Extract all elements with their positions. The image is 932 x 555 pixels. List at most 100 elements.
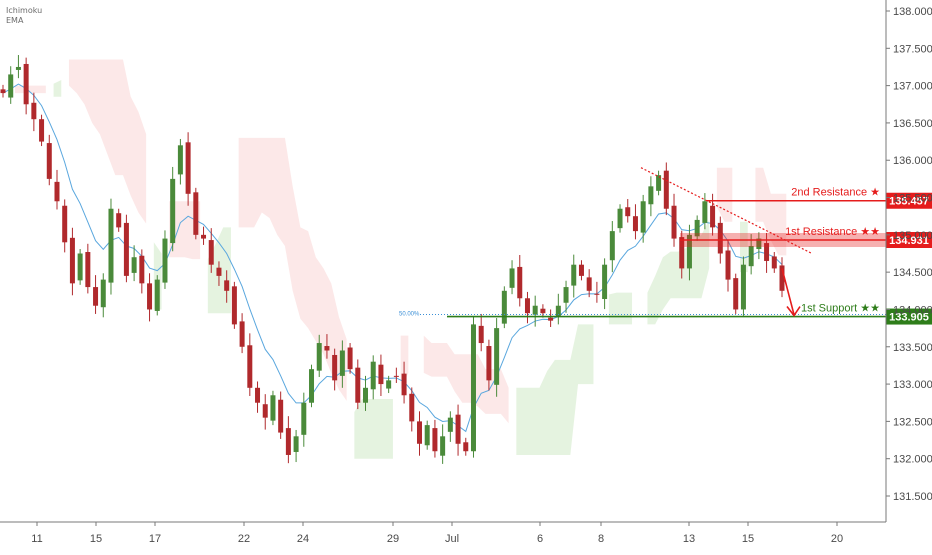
y-tick-label: 136.000 <box>893 155 932 167</box>
cloud-bearish <box>68 59 147 224</box>
x-tick-label: 11 <box>31 533 42 545</box>
x-tick-label: 8 <box>598 533 604 545</box>
candle <box>617 204 623 233</box>
candle <box>54 169 60 210</box>
candle-body <box>717 222 723 254</box>
candle-body <box>378 364 384 385</box>
candle-body <box>69 237 75 284</box>
candle-body <box>578 264 584 276</box>
candle <box>23 57 29 115</box>
y-tick-label: 132.500 <box>893 416 932 428</box>
cloud-bearish <box>169 201 201 260</box>
candle <box>548 309 554 327</box>
candle <box>748 234 754 275</box>
candle <box>424 420 430 450</box>
candle <box>378 354 384 397</box>
cloud-bullish <box>516 324 594 455</box>
x-tick-label: 15 <box>90 533 102 545</box>
candle <box>216 261 222 286</box>
candle-body <box>332 354 338 381</box>
candle <box>285 416 291 464</box>
y-tick-label: 137.500 <box>893 43 932 55</box>
candle-body <box>501 290 507 324</box>
candle-body <box>540 308 546 314</box>
candle-body <box>154 279 160 311</box>
candle <box>278 391 284 439</box>
candle-body <box>710 205 716 228</box>
candle <box>31 92 37 132</box>
candle-body <box>594 293 600 295</box>
candle <box>517 254 523 307</box>
level-label-2: 1st Resistance ★★ <box>785 226 880 238</box>
candle-body <box>447 417 453 432</box>
candle-body <box>100 279 106 308</box>
candle-body <box>548 317 554 321</box>
candle-body <box>193 192 199 235</box>
candle <box>478 313 484 352</box>
candle <box>185 132 191 206</box>
candle <box>524 291 530 324</box>
candle-body <box>339 350 345 376</box>
candle <box>270 390 276 426</box>
candle <box>231 281 237 329</box>
candle-body <box>0 89 6 94</box>
candle <box>46 134 52 186</box>
candle-body <box>748 246 754 267</box>
cloud-bullish <box>608 292 633 325</box>
y-tick-label: 133.000 <box>893 379 932 391</box>
candle <box>347 343 353 374</box>
candle <box>686 224 692 281</box>
candle <box>447 411 453 442</box>
candle-body <box>725 250 731 280</box>
candle-body <box>185 142 191 194</box>
candle-body <box>93 287 99 306</box>
candle-body <box>201 234 207 239</box>
candle-body <box>694 219 700 237</box>
candle-body <box>139 255 145 284</box>
price-tag-value-3: 133.905 <box>889 312 929 324</box>
x-tick-label: Jul <box>445 533 459 545</box>
candle <box>39 114 45 147</box>
candle-body <box>648 186 654 205</box>
candle <box>85 243 91 294</box>
y-tick-label: 135.500 <box>893 193 932 205</box>
candle-body <box>393 375 399 377</box>
x-tick-label: 6 <box>537 533 543 545</box>
candle-body <box>324 346 330 351</box>
y-tick-label: 137.000 <box>893 81 932 93</box>
candle-body <box>355 367 361 403</box>
candle-body <box>432 428 438 452</box>
price-tag-value-2: 134.931 <box>889 235 929 247</box>
indicator-legend: Ichimoku EMA <box>6 6 42 26</box>
candle-body <box>640 201 646 233</box>
price-tag-value-1: 135.457 <box>889 196 929 208</box>
candle <box>671 193 677 247</box>
candle-body <box>509 268 515 288</box>
candle <box>586 269 592 298</box>
candle-body <box>131 257 137 273</box>
candle <box>679 230 685 279</box>
candle <box>563 280 569 313</box>
candle <box>162 230 168 289</box>
candle <box>193 187 199 240</box>
candle-body <box>247 345 253 388</box>
cloud-bearish <box>755 167 787 256</box>
candle <box>455 404 461 456</box>
candle-body <box>62 205 68 243</box>
candle-body <box>85 252 91 288</box>
candle-body <box>54 181 60 202</box>
candle-body <box>301 402 307 435</box>
candle-body <box>463 442 469 452</box>
candle-body <box>147 283 153 310</box>
candle-body <box>8 74 14 98</box>
candle-body <box>409 393 415 422</box>
candle <box>555 293 561 325</box>
candle <box>393 367 399 383</box>
candle <box>139 249 145 294</box>
candle <box>332 348 338 391</box>
y-tick-label: 135.000 <box>893 230 932 242</box>
candle-body <box>771 256 777 269</box>
candle <box>154 275 160 316</box>
candle <box>100 273 106 318</box>
forecast-arrow <box>781 268 795 315</box>
